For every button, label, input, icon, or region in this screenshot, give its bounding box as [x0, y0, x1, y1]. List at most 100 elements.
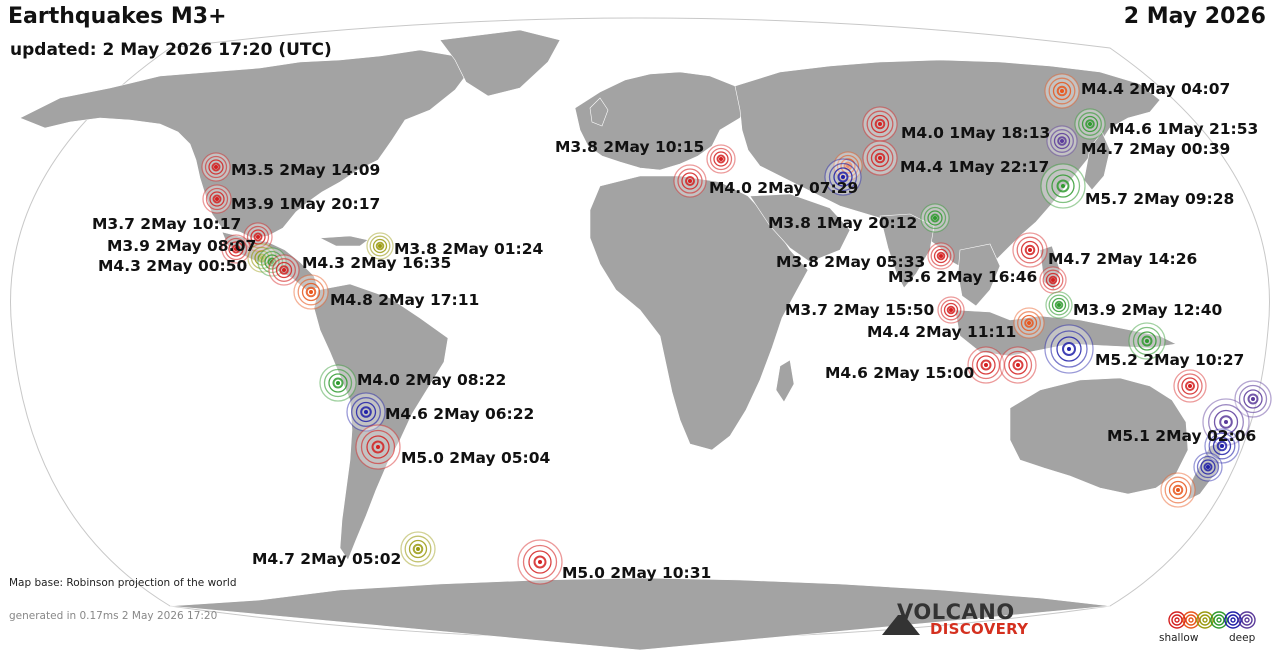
earthquake-marker[interactable] [1160, 472, 1196, 508]
earthquake-marker[interactable] [1013, 307, 1045, 339]
earthquake-marker[interactable] [999, 346, 1037, 384]
marker-ring [212, 194, 222, 204]
marker-ring [1042, 269, 1064, 291]
quake-label[interactable]: M4.8 2May 17:11 [330, 291, 480, 309]
earthquake-marker[interactable] [862, 106, 898, 142]
earthquake-marker[interactable] [673, 164, 707, 198]
legend-ring [1224, 611, 1242, 629]
marker-ring [205, 187, 229, 211]
marker-ring [1050, 330, 1088, 368]
quake-label[interactable]: M5.1 2May 02:06 [1107, 427, 1257, 445]
quake-label[interactable]: M3.5 2May 14:09 [231, 161, 381, 179]
marker-center [1176, 488, 1180, 492]
quake-label[interactable]: M5.7 2May 09:28 [1085, 190, 1235, 208]
quake-label[interactable]: M3.7 2May 10:17 [92, 215, 242, 233]
legend-ring [1213, 614, 1225, 626]
marker-ring [1200, 459, 1216, 475]
earthquake-marker[interactable] [1039, 266, 1067, 294]
quake-label[interactable]: M4.6 1May 21:53 [1109, 120, 1259, 138]
quake-label[interactable]: M5.0 2May 05:04 [401, 449, 551, 467]
marker-center [841, 175, 845, 179]
quake-label[interactable]: M4.0 1May 18:13 [901, 124, 1051, 142]
earthquake-marker[interactable] [355, 424, 401, 470]
marker-ring [1208, 404, 1244, 440]
quake-label[interactable]: M4.7 2May 00:39 [1081, 140, 1231, 158]
quake-label[interactable]: M4.3 2May 16:35 [302, 254, 452, 272]
earthquake-marker[interactable] [1128, 322, 1166, 360]
earthquake-marker[interactable] [243, 222, 273, 252]
north-america [19, 49, 471, 239]
earthquake-marker[interactable] [706, 144, 736, 174]
quake-label[interactable]: M4.0 2May 07:29 [709, 179, 859, 197]
earthquake-marker[interactable] [1046, 125, 1078, 157]
quake-label[interactable]: M4.3 2May 00:50 [98, 257, 248, 275]
earthquake-marker[interactable] [937, 296, 965, 324]
earthquake-marker[interactable] [920, 203, 950, 233]
quake-label[interactable]: M4.6 2May 15:00 [825, 364, 975, 382]
earthquake-marker[interactable] [1173, 369, 1207, 403]
earthquake-marker[interactable] [927, 242, 955, 270]
earthquake-marker[interactable] [346, 392, 386, 432]
earthquake-marker[interactable] [824, 158, 862, 196]
quake-label[interactable]: M4.7 2May 05:02 [252, 550, 402, 568]
marker-ring [1051, 174, 1075, 198]
earthquake-marker[interactable] [517, 539, 563, 585]
quake-label[interactable]: M5.2 2May 10:27 [1095, 351, 1245, 369]
quake-label[interactable]: M3.9 2May 12:40 [1073, 301, 1223, 319]
quake-label[interactable]: M4.4 2May 04:07 [1081, 80, 1231, 98]
quake-label[interactable]: M4.7 2May 14:26 [1048, 250, 1198, 268]
earthquake-marker[interactable] [319, 364, 357, 402]
marker-ring [1024, 244, 1036, 256]
earthquake-marker[interactable] [1074, 108, 1106, 140]
earthquake-marker[interactable] [221, 234, 251, 264]
earthquake-marker[interactable] [967, 346, 1005, 384]
marker-ring [971, 350, 1001, 380]
marker-center [719, 157, 723, 161]
earthquake-marker[interactable] [1044, 324, 1094, 374]
quake-label[interactable]: M3.8 2May 05:33 [776, 253, 926, 271]
earthquake-marker[interactable] [1204, 428, 1240, 464]
quake-label[interactable]: M4.4 2May 11:11 [867, 323, 1017, 341]
quake-label[interactable]: M3.8 1May 20:12 [768, 214, 918, 232]
earthquake-marker[interactable] [257, 247, 287, 277]
quake-label[interactable]: M3.7 2May 15:50 [785, 301, 935, 319]
greenland [439, 29, 561, 97]
quake-label[interactable]: M4.0 2May 08:22 [357, 371, 507, 389]
marker-ring [874, 118, 886, 130]
marker-ring [1008, 355, 1028, 375]
earthquake-marker[interactable] [1044, 73, 1080, 109]
earthquake-marker[interactable] [1045, 291, 1073, 319]
quake-label[interactable]: M3.8 2May 10:15 [555, 138, 705, 156]
earthquake-marker[interactable] [1202, 398, 1250, 446]
legend-ring [1227, 614, 1239, 626]
quake-label[interactable]: M3.9 1May 20:17 [231, 195, 381, 213]
marker-center [270, 260, 274, 264]
quake-label[interactable]: M5.0 2May 10:31 [562, 564, 712, 582]
quake-label[interactable]: M3.9 2May 08:07 [107, 237, 257, 255]
legend-ring [1168, 611, 1186, 629]
earthquake-marker[interactable] [293, 274, 329, 310]
earthquake-marker[interactable] [201, 152, 231, 182]
quake-label[interactable]: M4.6 2May 06:22 [385, 405, 535, 423]
marker-ring [1056, 336, 1082, 362]
marker-ring [1081, 115, 1099, 133]
quake-label[interactable]: M4.4 1May 22:17 [900, 158, 1050, 176]
earthquake-marker[interactable] [1040, 163, 1086, 209]
legend-ring [1238, 611, 1256, 629]
marker-ring [1057, 136, 1067, 146]
marker-ring [1052, 81, 1072, 101]
earthquake-marker[interactable] [202, 184, 232, 214]
earthquake-marker[interactable] [862, 140, 898, 176]
earthquake-marker[interactable] [1012, 232, 1048, 268]
quake-label[interactable]: M3.8 2May 01:24 [394, 240, 544, 258]
earthquake-marker[interactable] [366, 232, 394, 260]
legend-ring [1230, 617, 1236, 623]
marker-ring [870, 114, 890, 134]
marker-ring [1238, 384, 1268, 414]
earthquake-marker[interactable] [268, 254, 300, 286]
quake-label[interactable]: M3.6 2May 16:46 [888, 268, 1038, 286]
earthquake-marker[interactable] [400, 531, 436, 567]
earthquake-marker[interactable] [1234, 380, 1272, 418]
earthquake-marker[interactable] [1193, 452, 1223, 482]
